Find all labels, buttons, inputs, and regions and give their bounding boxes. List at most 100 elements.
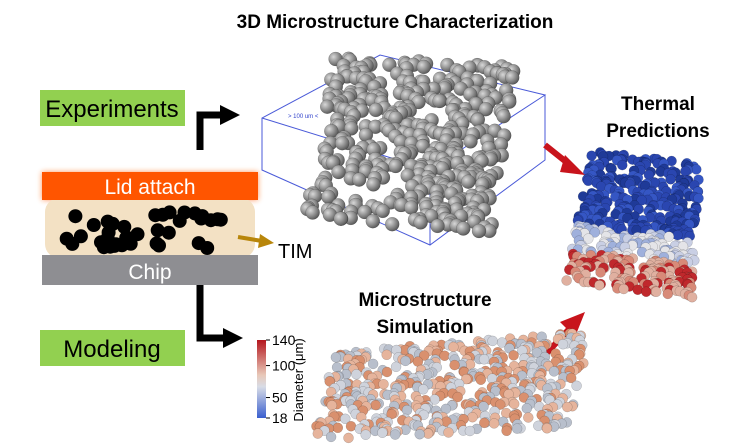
particle	[390, 361, 402, 373]
particle	[548, 366, 560, 377]
particle	[413, 215, 428, 230]
title: 3D Microstructure Characterization	[237, 12, 554, 33]
particle	[388, 158, 403, 174]
particle	[414, 428, 425, 440]
filler-dot	[130, 227, 145, 242]
particle	[365, 213, 381, 229]
lid-label: Lid attach	[104, 176, 195, 199]
particle	[586, 150, 597, 161]
particle	[508, 350, 519, 361]
particle	[334, 135, 350, 151]
filler-dots	[59, 205, 228, 255]
particle	[562, 401, 573, 413]
filler-dot	[213, 212, 228, 227]
particle	[312, 428, 324, 439]
particle	[443, 427, 454, 438]
particle	[331, 362, 343, 373]
particle	[488, 418, 500, 429]
particle	[418, 350, 430, 361]
particle	[417, 384, 429, 395]
arrowhead	[258, 234, 274, 248]
particle	[332, 422, 344, 434]
particle	[495, 399, 506, 410]
particle	[686, 291, 698, 303]
particle	[463, 134, 478, 149]
filler-dot	[73, 229, 88, 244]
particle	[594, 279, 605, 291]
particle	[403, 200, 419, 215]
particle	[375, 203, 390, 219]
particle	[561, 275, 572, 286]
particle	[504, 70, 520, 85]
particle	[439, 350, 450, 361]
filler-dot	[152, 238, 166, 253]
particle	[478, 354, 490, 365]
particle	[378, 378, 389, 390]
particle	[571, 380, 582, 392]
tim-label: TIM	[278, 241, 312, 263]
colorbar-tick-label: 100	[272, 358, 296, 374]
particle	[430, 218, 445, 234]
particle	[345, 420, 357, 432]
filler-dot	[191, 236, 206, 251]
thermal-particles	[561, 147, 704, 303]
particle	[487, 335, 498, 347]
particle	[672, 229, 683, 241]
particle	[340, 413, 351, 425]
scale-note: > 100 um <	[288, 114, 319, 120]
filler-dot	[203, 213, 218, 228]
chip-layer	[42, 255, 258, 285]
thermal-label: Predictions	[606, 121, 709, 142]
particle	[370, 399, 381, 411]
particle	[595, 267, 606, 278]
colorbar	[257, 340, 266, 418]
particle	[557, 338, 569, 350]
tim-arrow	[237, 235, 263, 243]
modeling-label: Modeling	[63, 336, 160, 363]
filler-dot	[117, 219, 132, 234]
particle	[617, 159, 628, 171]
gray-particles	[300, 51, 521, 239]
particle	[475, 374, 487, 385]
particle	[381, 366, 393, 378]
particle	[523, 412, 534, 423]
lid-layer	[42, 172, 258, 200]
particle	[478, 101, 494, 117]
particle	[449, 359, 460, 371]
particle	[400, 355, 411, 367]
particle	[416, 59, 432, 75]
thermal-label: Thermal	[621, 94, 695, 115]
filler-dot	[177, 205, 192, 220]
particle	[389, 429, 401, 440]
particle	[368, 102, 384, 118]
filler-dot	[114, 238, 129, 253]
particle	[452, 391, 463, 403]
filler-dot	[68, 209, 83, 224]
particle	[360, 429, 371, 440]
particle	[464, 425, 476, 437]
particle	[432, 93, 447, 109]
particle	[460, 373, 472, 385]
particle	[508, 398, 520, 410]
particle	[367, 358, 379, 370]
particle	[384, 216, 400, 232]
particle	[461, 174, 476, 189]
particle	[351, 369, 362, 380]
filler-dot	[150, 223, 165, 238]
particle	[467, 411, 478, 423]
colorbar-label: Diameter (μm)	[291, 338, 306, 421]
particle	[521, 403, 533, 414]
particle	[511, 423, 523, 434]
particle	[618, 283, 629, 295]
simulation-label: Simulation	[376, 317, 473, 338]
particle	[502, 94, 517, 109]
particle	[456, 221, 471, 236]
particle	[325, 431, 337, 443]
particle	[305, 205, 320, 220]
particle	[331, 164, 346, 180]
experiments-label: Experiments	[45, 96, 178, 123]
particle	[541, 423, 553, 434]
particle	[471, 223, 487, 239]
particle	[640, 286, 652, 297]
